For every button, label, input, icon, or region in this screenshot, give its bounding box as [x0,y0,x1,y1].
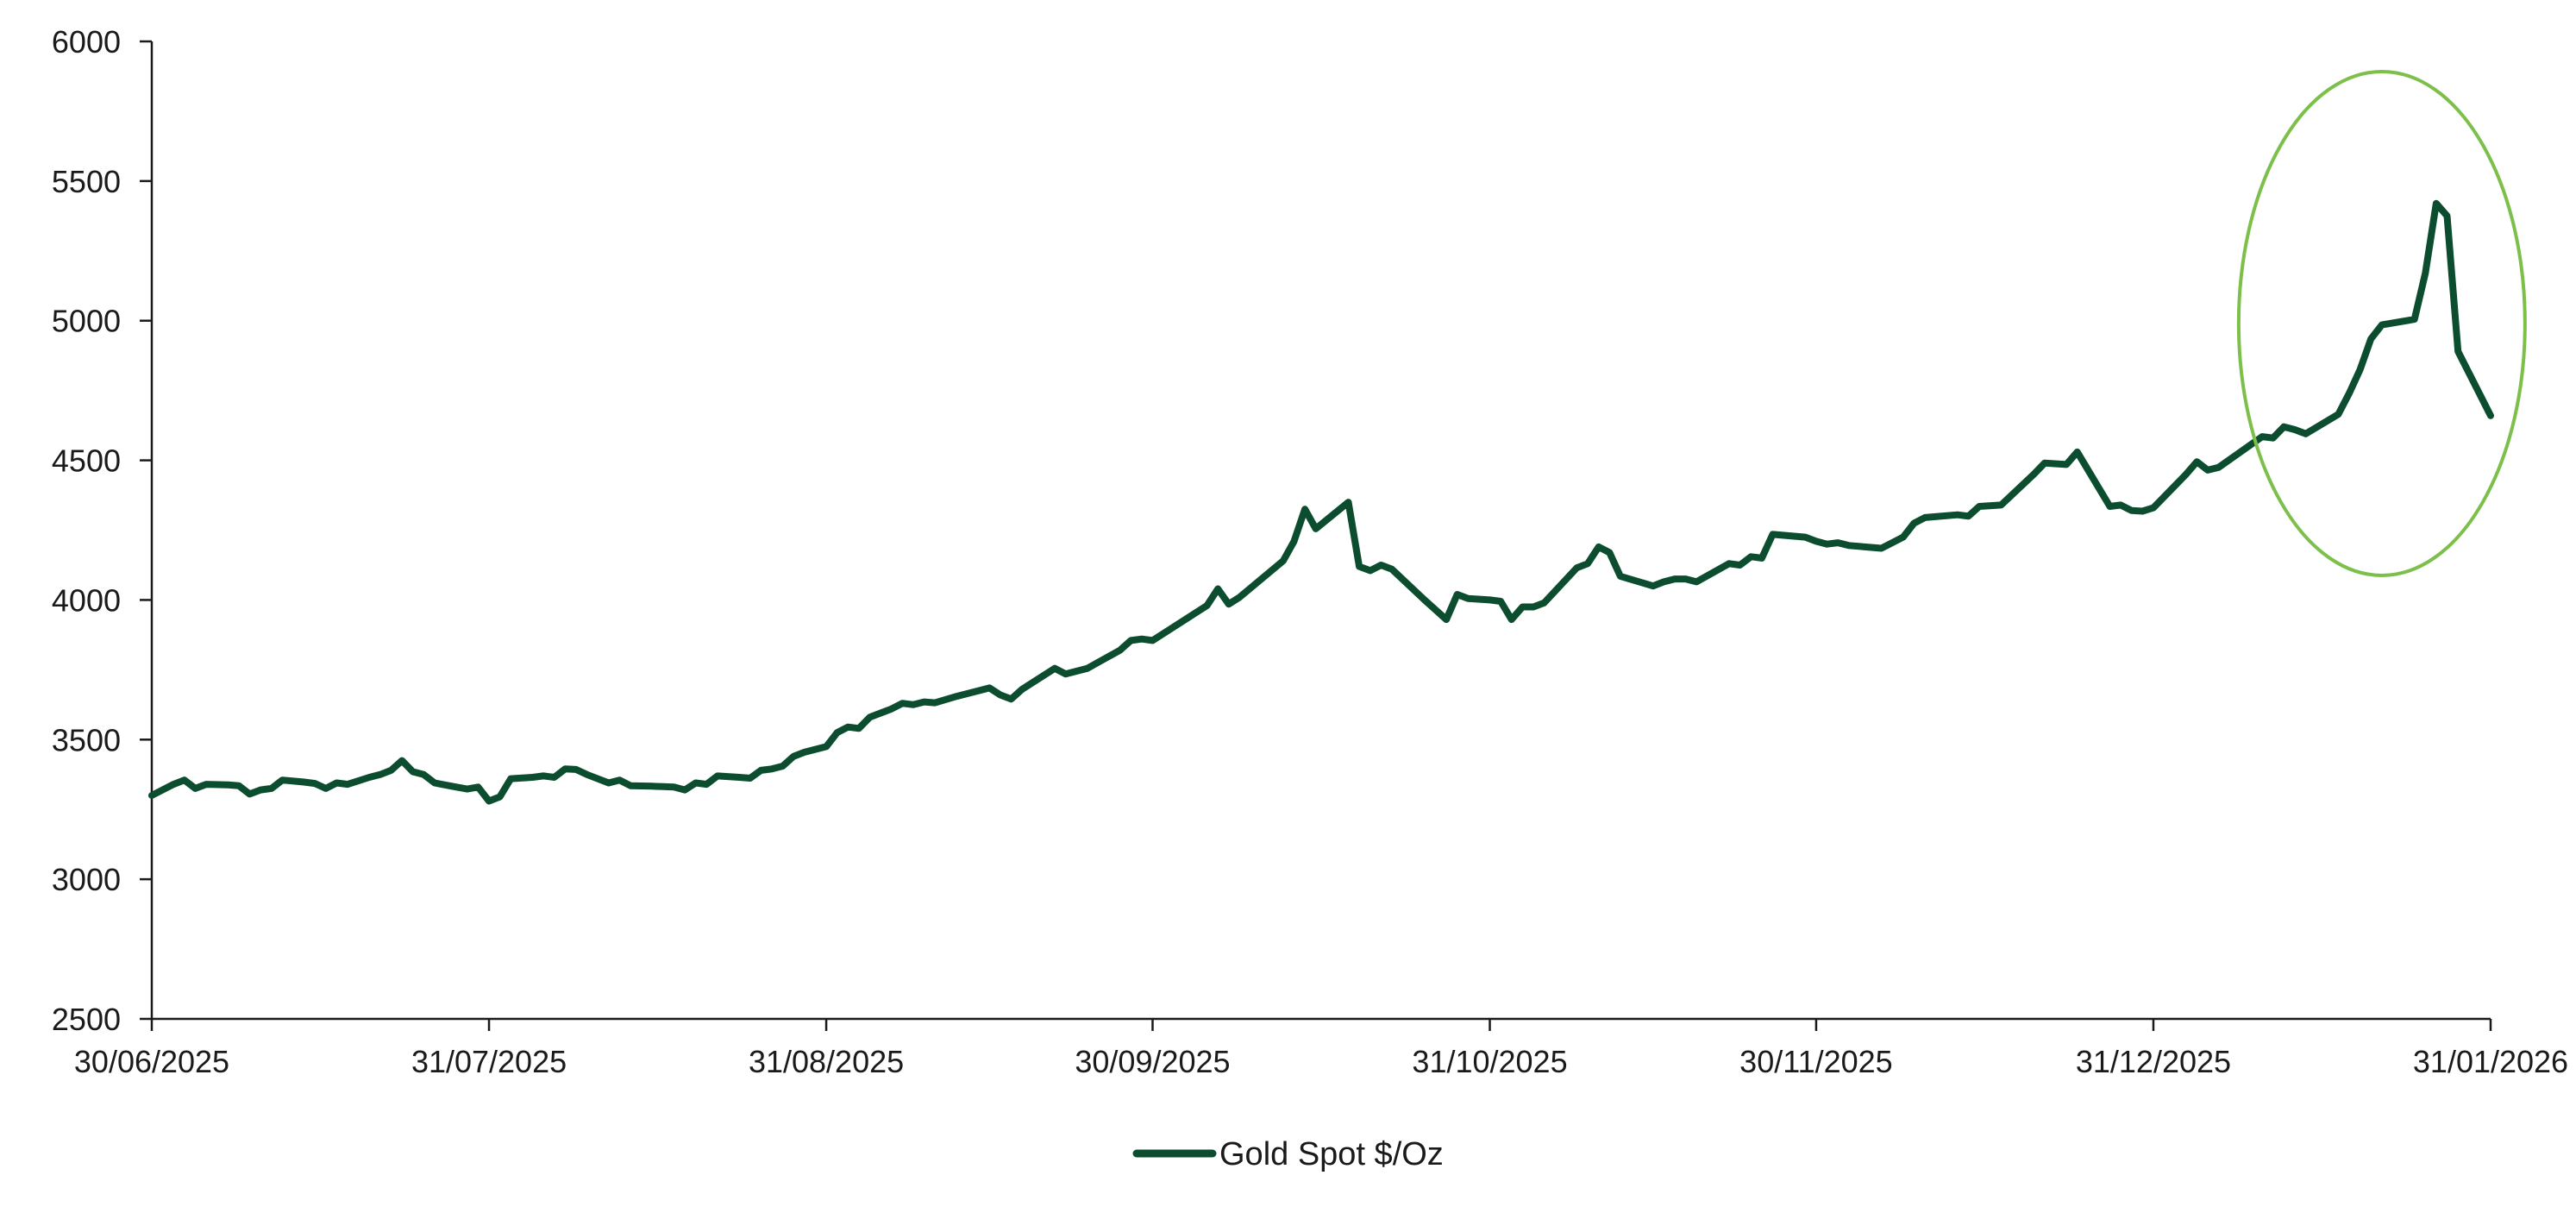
x-tick-label: 31/12/2025 [2076,1044,2231,1079]
legend: Gold Spot $/Oz [1132,1136,1444,1172]
y-tick-label: 4000 [52,582,121,618]
x-axis-ticks: 30/06/2025 31/07/2025 31/08/2025 30/09/2025… [74,1019,2568,1079]
legend-label: Gold Spot $/Oz [1219,1136,1444,1172]
highlight-ellipse-annotation [2236,69,2527,577]
y-tick-label: 2500 [52,1002,121,1037]
x-tick-label: 31/01/2026 [2413,1044,2568,1079]
y-tick-label: 4500 [52,443,121,479]
x-tick-label: 31/07/2025 [411,1044,567,1079]
y-tick-label: 3500 [52,722,121,757]
x-tick-label: 30/11/2025 [1739,1044,1893,1079]
x-tick-label: 31/10/2025 [1412,1044,1567,1079]
y-tick-label: 5500 [52,164,121,199]
gold-spot-series-line [148,199,2494,805]
x-tick-label: 30/06/2025 [74,1044,229,1079]
y-tick-label: 5000 [52,304,121,339]
y-tick-label: 3000 [52,862,121,897]
x-tick-label: 31/08/2025 [749,1044,904,1079]
y-axis-ticks: 2500 3000 3500 4000 4500 5000 5500 6000 [52,24,152,1037]
x-tick-label: 30/09/2025 [1075,1044,1230,1079]
y-tick-label: 6000 [52,24,121,60]
